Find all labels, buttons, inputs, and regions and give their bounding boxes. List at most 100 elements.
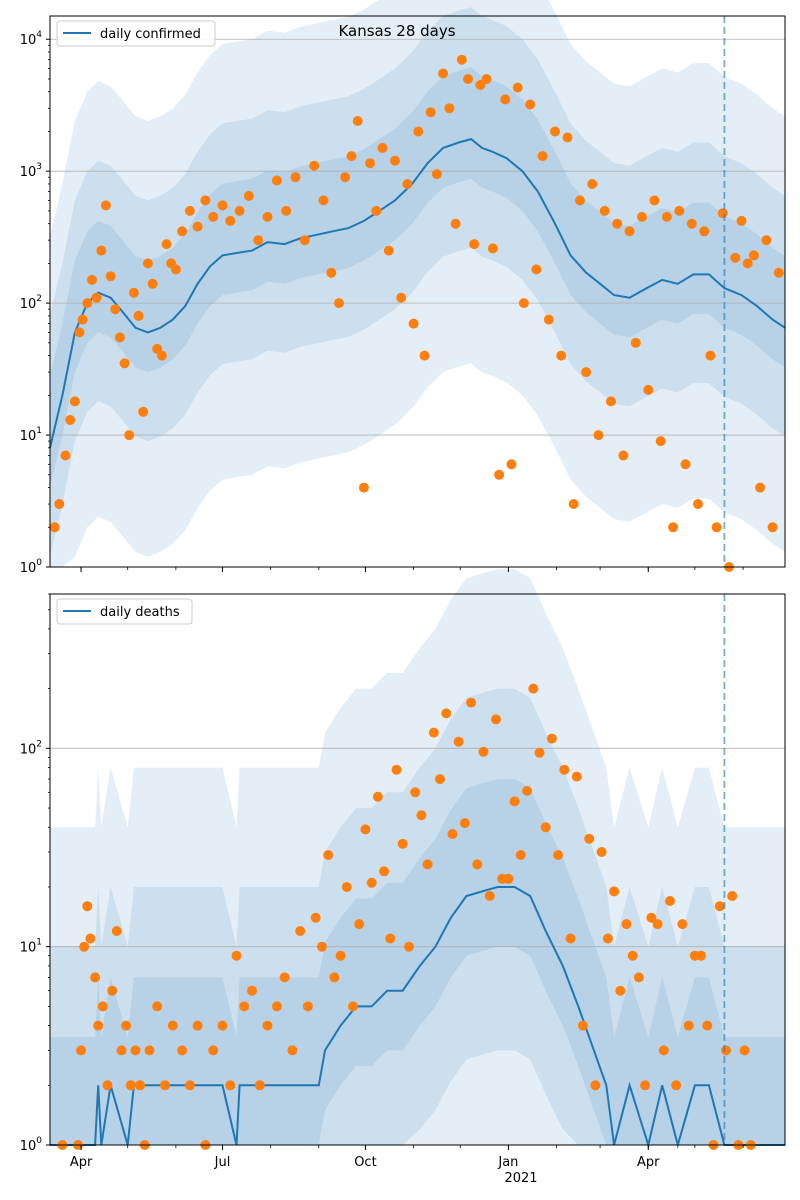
deaths-plot-frame xyxy=(49,593,786,1146)
deaths-observed-point xyxy=(553,850,564,860)
confirmed-observed-point xyxy=(358,482,369,493)
confirmed-observed-point xyxy=(138,406,149,417)
deaths-observed-point xyxy=(79,941,90,952)
confirmed-observed-point xyxy=(142,258,153,269)
chart-title: Kansas 28 days xyxy=(338,22,455,40)
deaths-observed-point xyxy=(609,886,620,897)
deaths-observed-point xyxy=(192,1020,203,1031)
deaths-observed-point xyxy=(596,847,607,857)
deaths-observed-point xyxy=(633,972,644,983)
confirmed-observed-point xyxy=(643,384,654,395)
deaths-observed-point xyxy=(279,972,290,983)
deaths-observed-point xyxy=(696,950,707,961)
deaths-observed-point xyxy=(528,683,539,694)
deaths-observed-point xyxy=(354,919,365,930)
confirmed-observed-point xyxy=(487,243,498,254)
confirmed-observed-point xyxy=(525,99,536,110)
deaths-observed-point xyxy=(515,850,526,860)
confirmed-observed-point xyxy=(184,205,195,216)
deaths-observed-point xyxy=(225,1080,236,1091)
deaths-observed-point xyxy=(627,950,638,961)
deaths-x-tick-label: Oct xyxy=(354,1155,376,1170)
deaths-observed-point xyxy=(208,1045,219,1056)
confirmed-observed-point xyxy=(649,195,660,206)
deaths-observed-point xyxy=(739,1045,750,1056)
confirmed-observed-point xyxy=(217,200,228,211)
deaths-x-ticks: Apr Jul Oct Jan Apr xyxy=(70,1145,744,1170)
deaths-observed-point xyxy=(727,891,738,901)
deaths-marks xyxy=(50,594,785,1150)
confirmed-observed-point xyxy=(105,271,116,282)
deaths-observed-point xyxy=(522,785,533,796)
confirmed-observed-point xyxy=(500,94,511,105)
confirmed-observed-point xyxy=(377,142,388,153)
confirmed-observed-point xyxy=(243,190,254,201)
confirmed-observed-point xyxy=(543,314,554,325)
confirmed-observed-point xyxy=(469,239,480,250)
confirmed-series-line xyxy=(49,138,786,449)
confirmed-observed-point xyxy=(419,350,430,361)
confirmed-observed-point xyxy=(124,430,135,441)
confirmed-observed-point xyxy=(177,226,188,237)
deaths-observed-point xyxy=(121,1020,132,1031)
confirmed-observed-point xyxy=(340,172,351,183)
deaths-x-tick-label: Jul xyxy=(214,1155,231,1170)
confirmed-observed-point xyxy=(161,239,172,250)
deaths-observed-point xyxy=(428,727,439,738)
confirmed-observed-point xyxy=(390,155,400,166)
deaths-observed-point xyxy=(247,985,257,996)
deaths-observed-point xyxy=(534,747,545,758)
confirmed-observed-point xyxy=(100,200,111,211)
deaths-observed-point xyxy=(302,1001,313,1012)
confirmed-marks xyxy=(49,16,786,572)
deaths-observed-point xyxy=(271,1001,282,1012)
confirmed-observed-point xyxy=(262,211,273,222)
deaths-observed-point xyxy=(85,933,96,944)
confirmed-observed-point xyxy=(624,226,635,237)
confirmed-observed-point xyxy=(518,298,529,309)
deaths-observed-point xyxy=(125,1080,136,1091)
deaths-observed-point xyxy=(578,1020,588,1031)
deaths-observed-point xyxy=(602,933,613,944)
confirmed-observed-point xyxy=(711,522,722,533)
deaths-observed-point xyxy=(335,950,346,961)
confirmed-observed-point xyxy=(512,82,523,93)
confirmed-observed-point xyxy=(661,211,672,222)
confirmed-observed-point xyxy=(60,450,71,461)
confirmed-observed-point xyxy=(396,292,407,303)
confirmed-observed-point xyxy=(748,250,759,261)
deaths-observed-point xyxy=(111,926,122,936)
deaths-observed-point xyxy=(107,985,118,996)
deaths-observed-point xyxy=(82,901,93,912)
deaths-observed-point xyxy=(584,833,595,844)
legend-label-confirmed: daily confirmed xyxy=(100,27,201,42)
deaths-x-tick-label: Jan xyxy=(497,1155,518,1170)
confirmed-observed-point xyxy=(755,482,766,493)
confirmed-observed-point xyxy=(463,74,473,84)
deaths-observed-point xyxy=(503,873,514,884)
confirmed-legend: daily confirmed xyxy=(56,20,216,47)
confirmed-observed-point xyxy=(531,264,542,275)
deaths-observed-point xyxy=(366,877,377,888)
confirmed-x-ticks xyxy=(80,567,744,572)
confirmed-observed-point xyxy=(119,358,130,369)
confirmed-observed-point xyxy=(767,522,778,533)
deaths-observed-point xyxy=(422,859,433,870)
legend-box xyxy=(56,598,193,625)
deaths-observed-point xyxy=(565,933,576,944)
deaths-band-1 xyxy=(50,569,785,1145)
confirmed-observed-point xyxy=(773,267,784,278)
deaths-observed-point xyxy=(184,1080,195,1091)
deaths-observed-point xyxy=(167,1020,178,1031)
confirmed-observed-point xyxy=(705,350,716,361)
deaths-observed-point xyxy=(262,1020,273,1031)
deaths-observed-point xyxy=(714,901,725,912)
deaths-observed-point xyxy=(590,1080,601,1091)
deaths-legend: daily deaths xyxy=(56,598,193,625)
confirmed-observed-point xyxy=(431,169,442,180)
confirmed-uncertainty-bands xyxy=(50,0,785,567)
confirmed-observed-point xyxy=(290,172,301,183)
deaths-observed-point xyxy=(295,926,306,936)
